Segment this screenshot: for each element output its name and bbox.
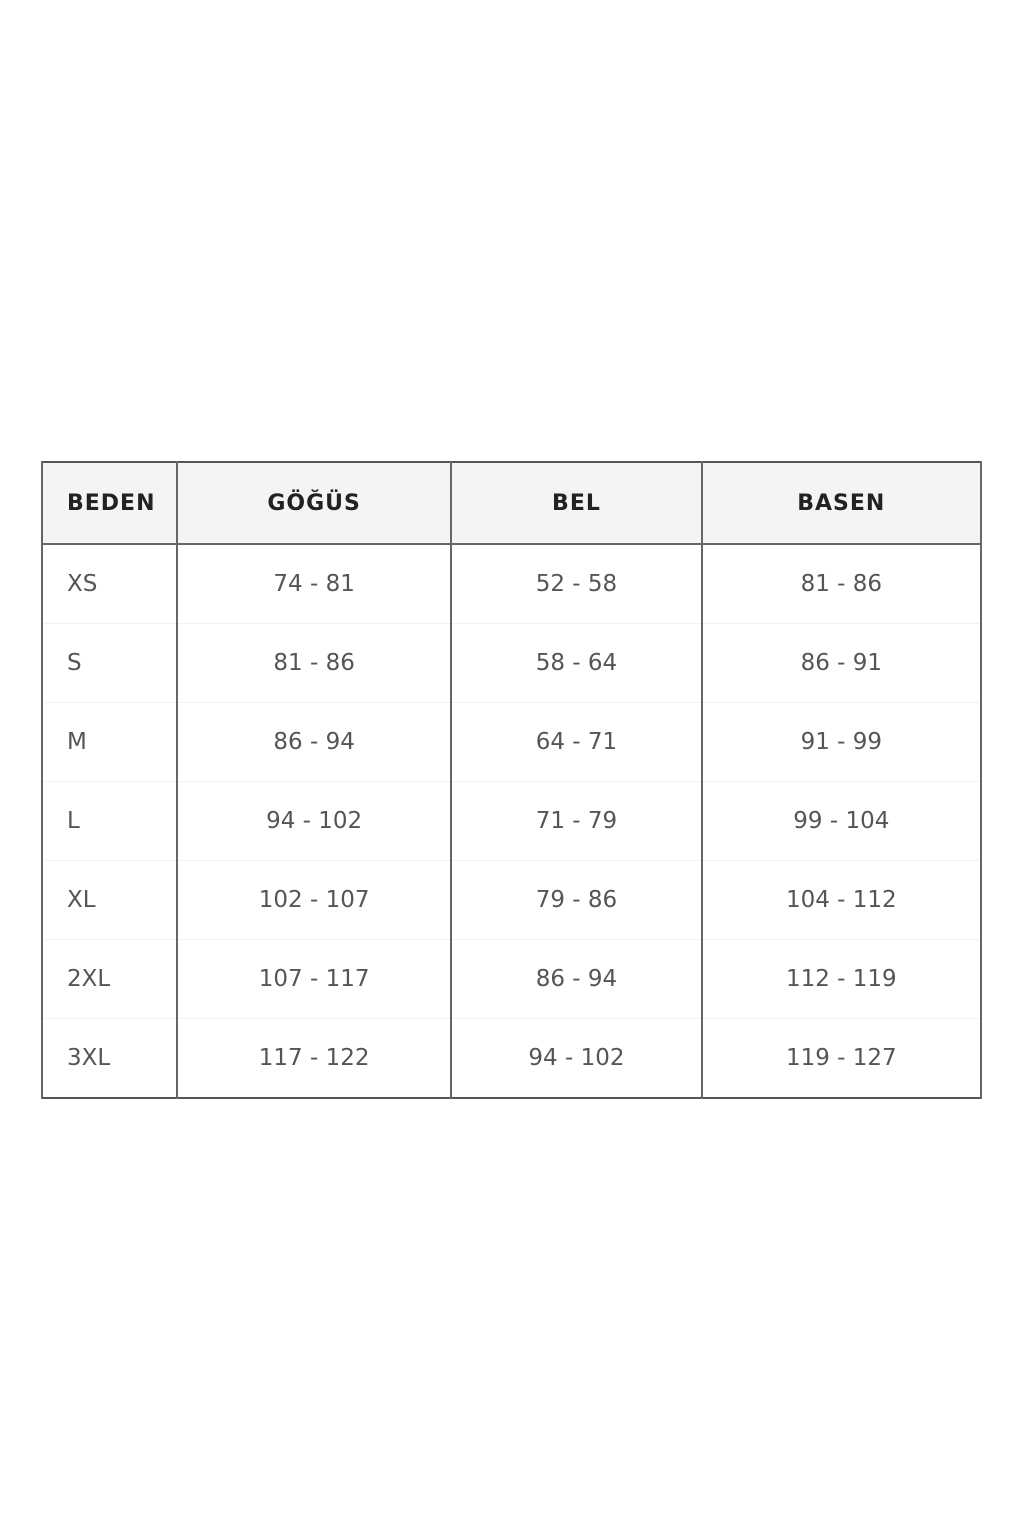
hip-cell: 86 - 91	[700, 623, 983, 703]
size-cell: L	[41, 781, 178, 861]
table-row: M 86 - 94 64 - 71 91 - 99	[41, 702, 983, 782]
table-row: S 81 - 86 58 - 64 86 - 91	[41, 623, 983, 703]
size-cell: S	[41, 623, 178, 703]
table-row: XL 102 - 107 79 - 86 104 - 112	[41, 860, 983, 940]
header-waist: BEL	[450, 462, 703, 545]
chest-cell: 107 - 117	[175, 939, 453, 1019]
header-hip: BASEN	[700, 462, 983, 545]
hip-cell: 119 - 127	[700, 1018, 983, 1099]
waist-cell: 71 - 79	[450, 781, 703, 861]
hip-cell: 99 - 104	[700, 781, 983, 861]
waist-cell: 52 - 58	[450, 544, 703, 624]
hip-cell: 81 - 86	[700, 544, 983, 624]
size-cell: XL	[41, 860, 178, 940]
chest-cell: 74 - 81	[175, 544, 453, 624]
size-cell: 3XL	[41, 1018, 178, 1099]
header-chest: GÖĞÜS	[175, 462, 453, 545]
waist-cell: 58 - 64	[450, 623, 703, 703]
chest-cell: 102 - 107	[175, 860, 453, 940]
size-cell: M	[41, 702, 178, 782]
waist-cell: 79 - 86	[450, 860, 703, 940]
chest-cell: 94 - 102	[175, 781, 453, 861]
table-row: XS 74 - 81 52 - 58 81 - 86	[41, 544, 983, 624]
table-row: L 94 - 102 71 - 79 99 - 104	[41, 781, 983, 861]
table-row: 3XL 117 - 122 94 - 102 119 - 127	[41, 1018, 983, 1099]
size-cell: XS	[41, 544, 178, 624]
chest-cell: 81 - 86	[175, 623, 453, 703]
hip-cell: 91 - 99	[700, 702, 983, 782]
hip-cell: 104 - 112	[700, 860, 983, 940]
header-row: BEDEN GÖĞÜS BEL BASEN	[41, 462, 983, 545]
size-chart-table: BEDEN GÖĞÜS BEL BASEN XS 74 - 81 52 - 58 81…	[41, 461, 983, 1099]
waist-cell: 64 - 71	[450, 702, 703, 782]
size-cell: 2XL	[41, 939, 178, 1019]
waist-cell: 94 - 102	[450, 1018, 703, 1099]
waist-cell: 86 - 94	[450, 939, 703, 1019]
chest-cell: 117 - 122	[175, 1018, 453, 1099]
hip-cell: 112 - 119	[700, 939, 983, 1019]
header-size: BEDEN	[41, 462, 178, 545]
table-row: 2XL 107 - 117 86 - 94 112 - 119	[41, 939, 983, 1019]
chest-cell: 86 - 94	[175, 702, 453, 782]
